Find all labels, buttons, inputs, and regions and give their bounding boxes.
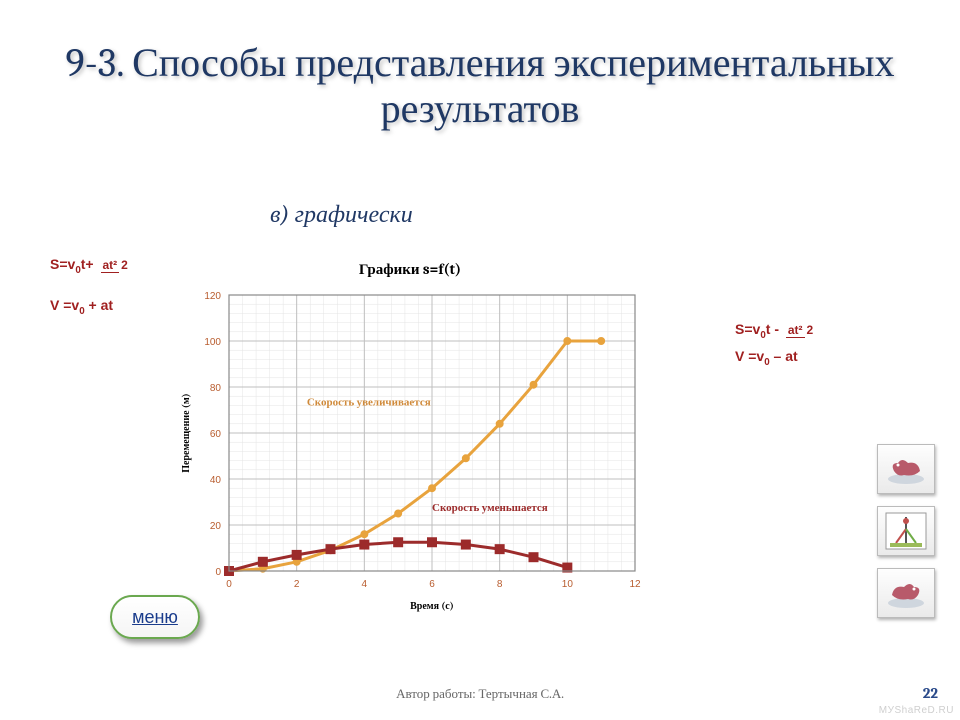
chart-title: Графики s=f(t) [175, 260, 645, 279]
svg-text:8: 8 [497, 579, 503, 590]
page-number: 22 [923, 684, 938, 702]
subtitle: в) графически [270, 200, 413, 229]
svg-text:10: 10 [562, 579, 574, 590]
watermark: MУShаRеD.RU [879, 705, 954, 716]
svg-text:Скорость увеличивается: Скорость увеличивается [307, 395, 431, 408]
footer-author: Автор работы: Тертычная С.А. [0, 686, 960, 702]
svg-text:0: 0 [215, 567, 221, 578]
svg-text:4: 4 [362, 579, 368, 590]
svg-text:20: 20 [210, 521, 222, 532]
formula-right: S=v0t - at²2 V =v0 – at [735, 320, 815, 369]
svg-text:120: 120 [204, 291, 221, 302]
svg-text:60: 60 [210, 429, 222, 440]
menu-button-label: меню [132, 607, 178, 628]
formula-left: S=v0t+ at²2 V =v0 + at [50, 255, 130, 318]
svg-text:100: 100 [204, 337, 221, 348]
clip-icon-bird-2[interactable] [877, 568, 935, 618]
svg-text:Время (с): Время (с) [410, 600, 454, 612]
svg-text:40: 40 [210, 475, 222, 486]
chart-canvas: 024681012020406080100120Время (с)Перемещ… [175, 285, 645, 615]
svg-text:12: 12 [629, 579, 641, 590]
svg-text:0: 0 [226, 579, 232, 590]
svg-text:Скорость уменьшается: Скорость уменьшается [432, 501, 548, 514]
clip-icon-bird-1[interactable] [877, 444, 935, 494]
svg-text:80: 80 [210, 383, 222, 394]
svg-text:6: 6 [429, 579, 435, 590]
svg-text:2: 2 [294, 579, 300, 590]
page-title: 9-3. Способы представления экспериментал… [0, 40, 960, 132]
menu-button[interactable]: меню [110, 595, 200, 639]
chart: Графики s=f(t) 024681012020406080100120В… [175, 260, 645, 620]
clip-icon-figure[interactable] [877, 506, 935, 556]
svg-text:Перемещение (м): Перемещение (м) [180, 393, 192, 472]
